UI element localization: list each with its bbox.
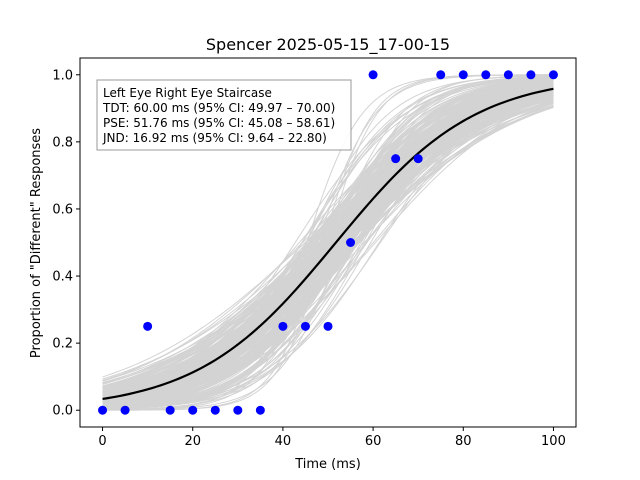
chart-title: Spencer 2025-05-15_17-00-15 [206,35,450,55]
x-tick-label: 100 [541,434,566,449]
bootstrap-curve [102,90,554,401]
fit-curve-layer [102,87,554,401]
bootstrap-curve [102,75,554,410]
data-point [503,70,513,80]
x-tick-label: 0 [98,434,106,449]
bootstrap-curve [102,82,554,406]
data-point [165,405,175,415]
legend-box [96,79,352,151]
data-point [143,321,153,331]
bootstrap-curve [102,79,554,410]
data-point [210,405,220,415]
data-point [98,405,108,415]
fit-curve [102,87,554,401]
stats-legend: Left Eye Right Eye Staircase TDT: 60.00 … [96,79,352,151]
data-point [255,405,265,415]
data-point [120,405,130,415]
x-tick-label: 60 [365,434,382,449]
bootstrap-curve [102,75,554,408]
data-point [436,70,446,80]
data-point [368,70,378,80]
legend-line-pse: PSE: 51.76 ms (95% CI: 45.08 – 58.61) [103,116,335,130]
y-tick-label: 0.2 [52,337,73,352]
data-point [458,70,468,80]
legend-line-name: Left Eye Right Eye Staircase [103,86,272,100]
data-point [233,405,243,415]
data-point [526,70,536,80]
legend-line-jnd: JND: 16.92 ms (95% CI: 9.64 – 22.80) [102,131,327,145]
plot-frame [79,57,577,428]
data-point [391,154,401,164]
y-tick-label: 0.6 [52,202,73,217]
data-point [413,154,423,164]
y-tick-label: 0.4 [52,270,73,285]
bootstrap-curve [102,93,554,393]
bootstrap-curve [102,80,554,404]
bootstrap-curve [102,78,554,405]
bootstrap-curve [102,88,554,405]
bootstrap-curve [102,90,554,394]
x-axis-label: Time (ms) [294,457,361,472]
bootstrap-curve [102,91,554,404]
bootstrap-curve [102,84,554,407]
bootstrap-curve [102,97,554,387]
bootstrap-curve [102,86,554,403]
y-tick-label: 0.8 [52,135,73,150]
data-point [188,405,198,415]
data-point [278,321,288,331]
x-axis-ticks: 0 20 40 60 80 100 [98,427,566,449]
bootstrap-curve [102,79,554,404]
legend-line-tdt: TDT: 60.00 ms (95% CI: 49.97 – 70.00) [102,101,335,115]
data-point [548,70,558,80]
y-tick-label: 1.0 [52,68,73,83]
data-point [300,321,310,331]
data-point [323,321,333,331]
x-tick-label: 80 [455,434,472,449]
x-tick-label: 20 [184,434,201,449]
bootstrap-curve [102,86,554,396]
data-point [481,70,491,80]
y-tick-label: 0.0 [52,404,73,419]
bootstrap-curve [102,100,554,380]
data-point [346,238,356,247]
data-points [98,70,558,415]
y-axis-ticks: 0.0 0.2 0.4 0.6 0.8 1.0 [52,68,80,419]
y-axis-label: Proportion of "Different" Responses [29,128,44,358]
x-tick-label: 40 [275,434,292,449]
